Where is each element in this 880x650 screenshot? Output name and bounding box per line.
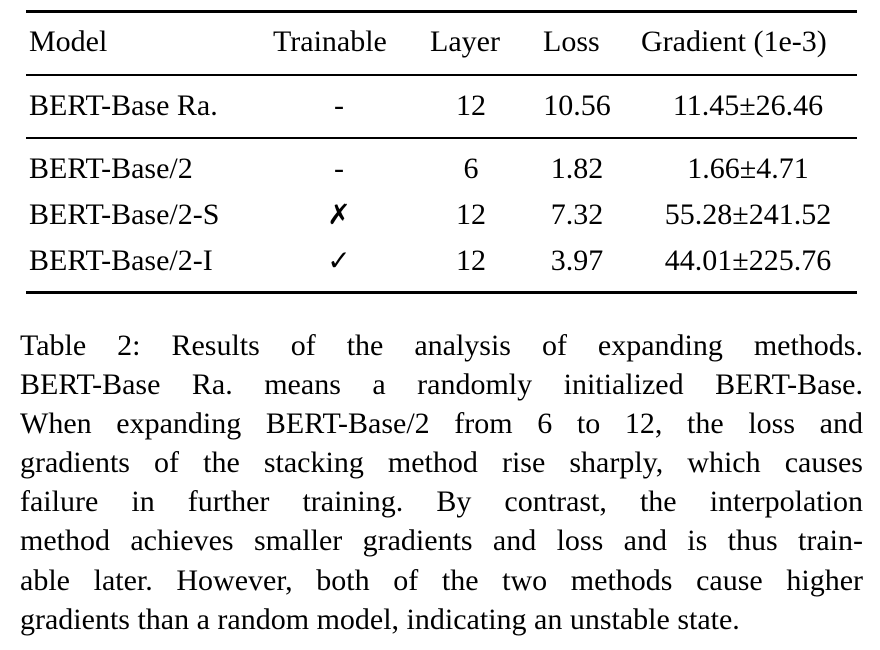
row-1-trainable: - — [334, 89, 344, 122]
row-2-loss: 1.82 — [550, 152, 604, 185]
header-gradient: Gradient (1e-3) — [641, 25, 827, 58]
header-trainable: Trainable — [273, 25, 387, 58]
caption-line: failure in further training. By contrast… — [20, 485, 863, 519]
row-1-model: BERT-Base Ra. — [29, 89, 218, 122]
caption-line: able later. However, both of the two met… — [20, 563, 863, 597]
header-model: Model — [29, 25, 108, 58]
row-2-model: BERT-Base/2 — [29, 152, 193, 185]
table-top-rule — [26, 10, 857, 13]
table-group-rule — [26, 137, 857, 139]
table-caption: Table 2: Results of the analysis of expa… — [20, 326, 863, 639]
row-3-loss: 7.32 — [550, 198, 604, 231]
row-2-layer: 6 — [463, 152, 479, 185]
row-4-model: BERT-Base/2-I — [29, 244, 213, 277]
caption-line: gradients of the stacking method rise sh… — [20, 446, 863, 480]
row-3-model: BERT-Base/2-S — [29, 198, 220, 231]
row-1-loss: 10.56 — [543, 89, 611, 122]
header-layer: Layer — [430, 25, 500, 58]
caption-line: Table 2: Results of the analysis of expa… — [20, 329, 863, 362]
table-header-rule — [26, 74, 857, 76]
caption-line: method achieves smaller gradients and lo… — [20, 524, 863, 558]
row-3-gradient: 55.28±241.52 — [664, 198, 832, 231]
caption-line: When expanding BERT-Base/2 from 6 to 12,… — [20, 407, 863, 441]
caption-line: BERT-Base Ra. means a randomly initializ… — [20, 368, 863, 402]
row-4-loss: 3.97 — [550, 244, 604, 277]
row-1-layer: 12 — [456, 89, 486, 122]
cross-mark-icon: ✗ — [327, 198, 351, 231]
row-1-gradient: 11.45±26.46 — [672, 89, 824, 122]
table-bottom-rule — [26, 291, 857, 294]
row-3-layer: 12 — [456, 198, 486, 231]
caption-line: gradients than a random model, indicatin… — [20, 602, 740, 636]
check-mark-icon: ✓ — [327, 244, 351, 277]
row-4-layer: 12 — [456, 244, 486, 277]
row-4-gradient: 44.01±225.76 — [664, 244, 832, 277]
row-2-gradient: 1.66±4.71 — [687, 152, 809, 185]
header-loss: Loss — [543, 25, 600, 58]
row-2-trainable: - — [334, 152, 344, 185]
